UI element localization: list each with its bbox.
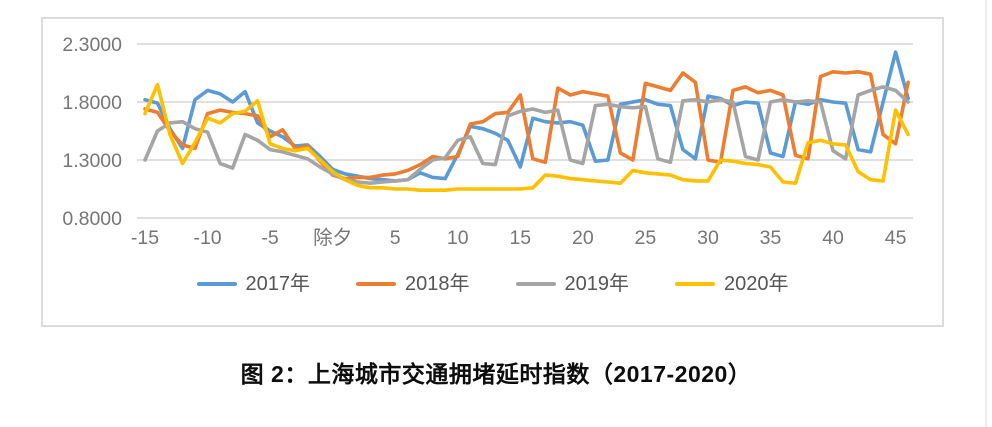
chart-frame	[41, 17, 944, 327]
legend-swatch-icon	[356, 281, 396, 287]
x-tick-label: 40	[822, 227, 844, 249]
x-tick-label: 35	[760, 227, 782, 249]
legend-swatch-icon	[196, 281, 237, 287]
figure-caption: 图 2：上海城市交通拥堵延时指数（2017-2020）	[240, 361, 752, 387]
legend-label: 2020年	[724, 273, 789, 295]
series-line-2019年	[143, 85, 910, 185]
x-tick-label: 15	[509, 227, 531, 249]
x-tick-label: -15	[131, 227, 159, 249]
x-tick-label: 25	[635, 227, 657, 249]
x-tick-label: 除夕	[313, 227, 352, 249]
x-tick-label: 10	[447, 227, 469, 249]
legend-item-2019年: 2019年	[515, 273, 630, 295]
x-tick-label: 45	[885, 227, 907, 249]
y-tick-label: 1.8000	[62, 92, 122, 114]
series-line-2018年	[143, 70, 910, 181]
legend-item-2017年: 2017年	[196, 273, 311, 295]
page-border	[985, 0, 987, 427]
chart-legend: 2017年 2018年 2019年 2020年	[41, 274, 944, 294]
y-tick-label: 0.8000	[62, 208, 122, 230]
x-tick-label: 30	[697, 227, 719, 249]
legend-swatch-icon	[515, 281, 556, 287]
legend-label: 2017年	[245, 273, 311, 295]
legend-label: 2019年	[564, 273, 630, 295]
x-tick-label: 20	[572, 227, 594, 249]
legend-swatch-icon	[675, 281, 715, 287]
y-tick-label: 1.3000	[62, 150, 122, 172]
series-line-2017年	[143, 50, 910, 183]
legend-item-2018年: 2018年	[356, 274, 470, 294]
series-line-2020年	[143, 82, 910, 192]
legend-item-2020年: 2020年	[675, 274, 789, 294]
y-tick-label: 2.3000	[62, 34, 122, 56]
x-tick-label: -5	[261, 227, 278, 249]
x-tick-label: -10	[193, 227, 221, 249]
legend-label: 2018年	[405, 273, 470, 295]
line-chart: 0.8000 1.3000 1.8000 2.3000 -15 -10 -5 除夕 5 10 15 2…	[62, 34, 913, 249]
x-tick-label: 5	[390, 227, 401, 249]
